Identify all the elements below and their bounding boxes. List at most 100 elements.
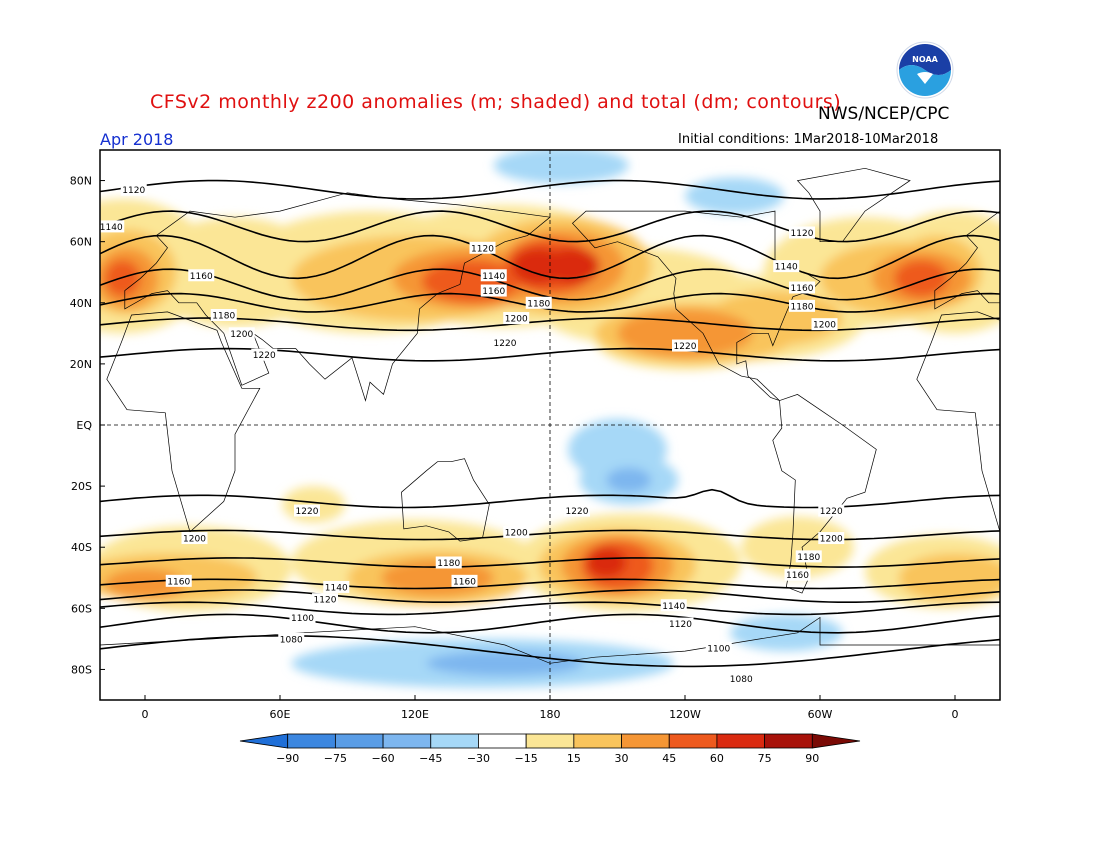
contour-label: 1220 <box>294 504 320 517</box>
coast-north-america <box>572 210 821 401</box>
svg-text:1220: 1220 <box>674 342 697 352</box>
colorbar-cell <box>764 733 813 749</box>
lat-label: 60N <box>70 236 92 249</box>
contour-label: 1220 <box>251 348 278 361</box>
svg-text:1160: 1160 <box>786 571 809 581</box>
svg-text:1160: 1160 <box>190 272 213 282</box>
grid-lines <box>100 150 1000 700</box>
anomaly-blob-19 <box>617 308 753 358</box>
colorbar-tick-label: −45 <box>419 752 442 765</box>
lon-label: 120E <box>401 708 429 721</box>
contour-line-1 <box>100 210 1000 243</box>
svg-text:1220: 1220 <box>253 351 276 361</box>
colorbar-cell <box>621 733 670 749</box>
svg-text:1140: 1140 <box>100 223 123 233</box>
colorbar: −90 −75 −60 −45 −30 −15 15 30 45 60 75 90 <box>239 733 861 765</box>
colorbar-tick-label: −30 <box>467 752 490 765</box>
lon-label: 60W <box>808 708 833 721</box>
svg-text:1180: 1180 <box>212 312 235 322</box>
svg-text:1100: 1100 <box>707 645 730 655</box>
colorbar-tick-label: 30 <box>615 752 629 765</box>
svg-text:1200: 1200 <box>813 321 836 331</box>
lat-label: 20N <box>70 358 92 371</box>
colorbar-tick-label: 90 <box>805 752 819 765</box>
contour-label: 1120 <box>469 241 496 254</box>
contour-label: 1080 <box>278 632 305 645</box>
coast-eurasia <box>124 192 551 402</box>
contour-label: 1200 <box>818 532 845 545</box>
contour-labels: 1120114011601180120012201120114011601180… <box>100 183 845 685</box>
contour-label: 1140 <box>480 269 507 282</box>
contour-label: 1140 <box>100 220 125 233</box>
contour-line-8 <box>100 529 1000 541</box>
colorbar-cell <box>287 733 336 749</box>
contour-label: 1080 <box>728 672 755 685</box>
contour-label: 1160 <box>480 284 507 297</box>
svg-text:1140: 1140 <box>662 602 685 612</box>
svg-text:1180: 1180 <box>797 553 820 563</box>
colorbar-cell <box>716 733 766 749</box>
svg-text:1180: 1180 <box>527 299 550 309</box>
lon-label: 60E <box>270 708 291 721</box>
contour-line-10 <box>100 578 1000 590</box>
coast-australia <box>401 458 490 542</box>
svg-text:1120: 1120 <box>669 620 692 630</box>
contour-line-5 <box>100 317 1000 332</box>
svg-text:1120: 1120 <box>471 244 494 254</box>
contour-line-7 <box>100 488 1000 509</box>
lat-label: 40S <box>71 541 92 554</box>
colorbar-tick-label: 75 <box>758 752 772 765</box>
lon-label: 180 <box>540 708 561 721</box>
contour-label: 1180 <box>789 299 815 312</box>
latitude-labels: 80N 60N 40N 20N EQ 20S 40S 60S 80S <box>70 175 105 676</box>
svg-text:1200: 1200 <box>820 535 843 545</box>
svg-text:1200: 1200 <box>505 315 528 325</box>
contour-label: 1220 <box>818 504 845 517</box>
svg-text:1200: 1200 <box>505 528 528 538</box>
contour-label: 1120 <box>120 183 147 196</box>
coast-antarctica <box>100 616 1000 664</box>
contour-label: 1200 <box>811 318 838 331</box>
svg-text:1200: 1200 <box>230 330 253 340</box>
contour-label: 1140 <box>323 580 350 593</box>
svg-text:1180: 1180 <box>791 302 814 312</box>
contour-line-13 <box>100 613 1000 634</box>
contour-label: 1160 <box>188 269 215 282</box>
contour-line-4 <box>100 292 1000 313</box>
contour-label: 1180 <box>435 556 462 569</box>
svg-text:1080: 1080 <box>280 635 303 645</box>
coastlines <box>100 167 1000 664</box>
contour-line-0 <box>100 179 1000 200</box>
colorbar-cell <box>525 733 575 749</box>
colorbar-tick-label: 45 <box>662 752 676 765</box>
svg-text:1080: 1080 <box>730 675 753 685</box>
lat-label: 60S <box>71 602 92 615</box>
lon-label: 0 <box>142 708 149 721</box>
anomaly-blob-36 <box>898 553 1000 603</box>
contour-label: 1100 <box>705 642 732 655</box>
contour-label: 1200 <box>181 532 208 545</box>
contour-line-12 <box>100 601 1000 616</box>
lat-label: 80N <box>70 175 92 188</box>
lat-label: 20S <box>71 480 92 493</box>
colorbar-arrow-left <box>239 733 289 749</box>
map-area: 1120114011601180120012201120114011601180… <box>100 150 1000 700</box>
colorbar-tick-label: 60 <box>710 752 724 765</box>
contour-line-11 <box>100 589 1000 603</box>
contour-label: 1200 <box>503 525 530 538</box>
contour-label: 1180 <box>525 296 552 309</box>
anomaly-blob-30 <box>741 516 854 578</box>
contour-line-9 <box>100 557 1000 568</box>
colorbar-tick-label: 15 <box>567 752 581 765</box>
svg-text:1220: 1220 <box>820 507 843 517</box>
contour-label: 1180 <box>210 309 237 322</box>
anomaly-blob-43 <box>685 177 784 215</box>
svg-text:1160: 1160 <box>167 577 190 587</box>
svg-text:1120: 1120 <box>314 596 337 606</box>
svg-text:1160: 1160 <box>453 577 476 587</box>
contour-label: 1160 <box>165 574 192 587</box>
anomaly-blob-42 <box>493 150 629 184</box>
coast-greenland <box>796 167 911 243</box>
contour-label: 1120 <box>312 593 338 606</box>
map-title: CFSv2 monthly z200 anomalies (m; shaded)… <box>150 91 842 113</box>
